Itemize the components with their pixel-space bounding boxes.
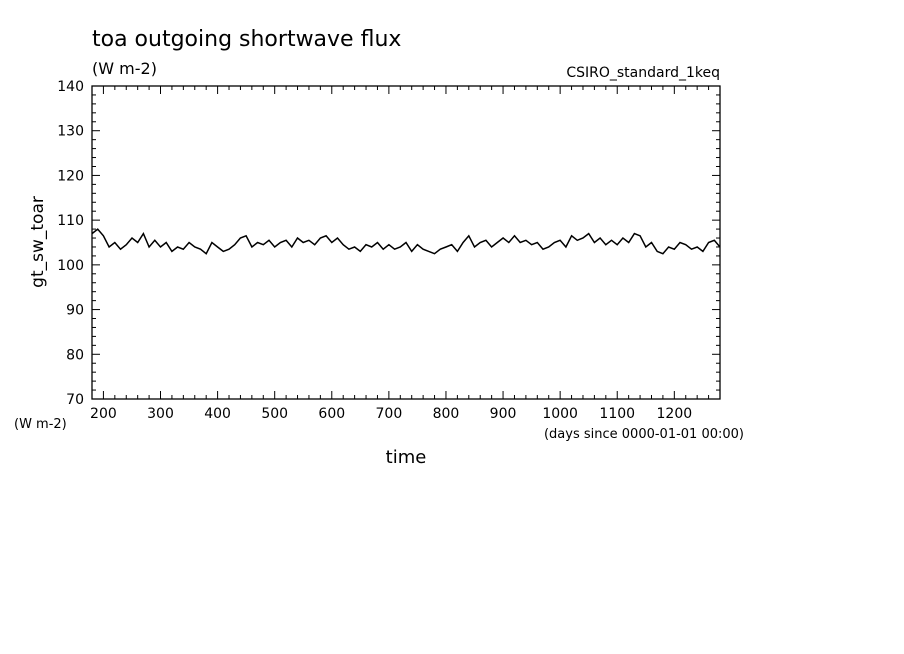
y-axis-label: gt_sw_toar (28, 196, 48, 288)
x-tick-label: 1100 (599, 406, 635, 422)
series-group (91, 228, 721, 255)
x-tick-label: 300 (147, 406, 174, 422)
chart-title: toa outgoing shortwave flux (92, 27, 401, 52)
y-tick-label: 130 (57, 124, 84, 140)
y-axis: 70 80 90 100 110 120 130 140 (57, 79, 720, 408)
y-tick-label: 100 (57, 258, 84, 274)
x-tick-label: 900 (490, 406, 517, 422)
x-axis-units: (days since 0000-01-01 00:00) (544, 427, 744, 442)
x-tick-label: 600 (318, 406, 345, 422)
x-tick-label: 500 (261, 406, 288, 422)
x-tick-label: 700 (376, 406, 403, 422)
x-axis: 200 300 400 500 600 700 800 900 1000 1100 1200 (90, 86, 721, 422)
y-tick-label: 80 (66, 347, 84, 363)
y-tick-label: 70 (66, 392, 84, 408)
chart-title-units: (W m-2) (92, 59, 157, 78)
x-tick-label: 200 (90, 406, 117, 422)
y-tick-label: 140 (57, 79, 84, 95)
x-tick-label: 1000 (542, 406, 578, 422)
run-label: CSIRO_standard_1keq (566, 65, 720, 81)
y-tick-label: 110 (57, 213, 84, 229)
x-tick-label: 400 (204, 406, 231, 422)
x-tick-label: 1200 (657, 406, 693, 422)
plot-frame (91, 85, 721, 400)
y-axis-units: (W m-2) (14, 417, 67, 432)
y-tick-label: 90 (66, 303, 84, 319)
series-line (91, 228, 721, 255)
x-tick-label: 800 (433, 406, 460, 422)
y-tick-label: 120 (57, 168, 84, 184)
x-axis-label: time (386, 447, 427, 468)
